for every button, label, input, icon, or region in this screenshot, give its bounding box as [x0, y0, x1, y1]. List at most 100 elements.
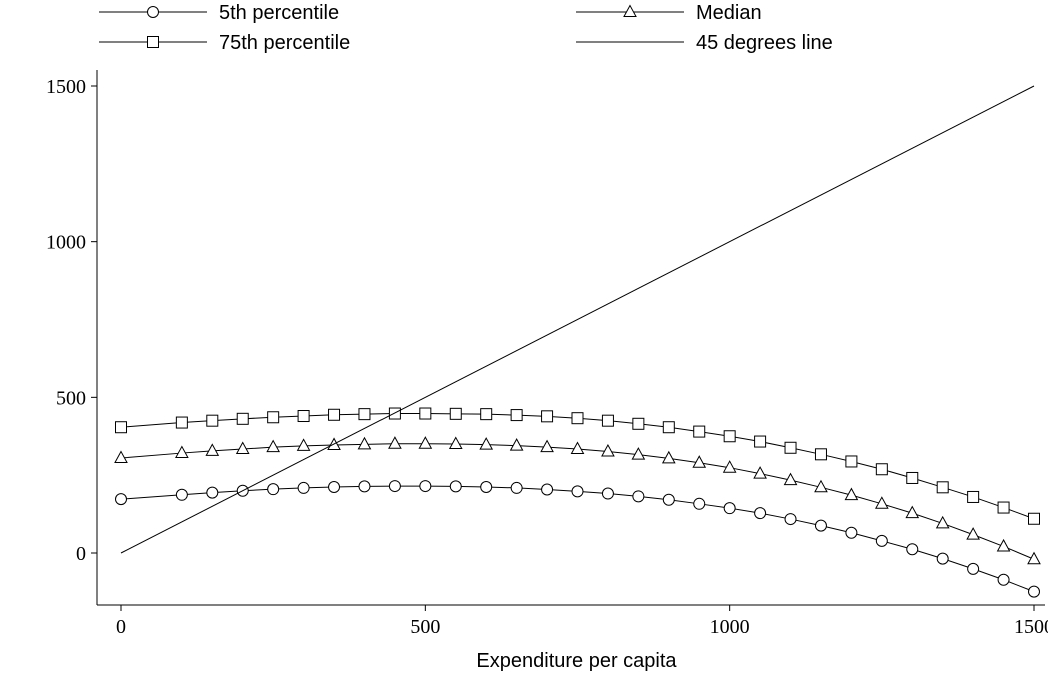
- triangle-marker: [874, 496, 889, 509]
- triangle-marker: [935, 515, 950, 529]
- circle-marker: [662, 493, 675, 506]
- square-marker: [267, 411, 280, 424]
- series-line: [120, 443, 1035, 560]
- triangle-marker: [509, 438, 524, 451]
- square-marker: [1028, 512, 1040, 525]
- legend-label: 75th percentile: [219, 32, 350, 54]
- square-marker: [236, 412, 249, 425]
- circle-marker: [936, 552, 949, 565]
- triangle-marker: [966, 527, 980, 540]
- circle-marker: [967, 562, 980, 575]
- square-marker: [601, 414, 614, 427]
- triangle-marker: [814, 479, 828, 493]
- circle-marker: [115, 493, 127, 506]
- y-tick-label: 500: [56, 387, 86, 409]
- circle-marker: [147, 6, 159, 18]
- triangle-marker: [623, 4, 637, 17]
- plot-area: [114, 85, 1041, 598]
- triangle-marker: [235, 441, 250, 455]
- square-marker: [845, 455, 858, 468]
- triangle-marker: [631, 447, 646, 460]
- circle-marker: [784, 513, 797, 526]
- circle-marker: [328, 480, 341, 493]
- legend-item: 45 degrees line: [576, 32, 833, 54]
- axes: 0 500 1000 1500 0 500 1000 1500 Expenditure pe…: [46, 70, 1048, 672]
- circle-marker: [693, 497, 706, 510]
- series-line: [120, 413, 1035, 520]
- series-45-degrees-line: [120, 85, 1035, 554]
- circle-marker: [906, 543, 919, 556]
- square-marker: [997, 501, 1010, 514]
- square-marker: [754, 435, 767, 448]
- triangle-marker: [479, 437, 494, 450]
- square-marker: [936, 481, 949, 494]
- x-tick-label: 1500: [1014, 616, 1048, 638]
- square-marker: [784, 441, 797, 454]
- y-tick-label: 1000: [46, 232, 86, 254]
- square-marker: [814, 448, 827, 461]
- circle-marker: [845, 526, 858, 539]
- circle-marker: [449, 480, 462, 493]
- circle-marker: [1028, 585, 1040, 598]
- triangle-marker: [540, 439, 554, 453]
- square-marker: [723, 430, 736, 443]
- legend-item: Median: [576, 2, 762, 24]
- triangle-marker: [114, 450, 128, 464]
- x-tick-label: 1000: [710, 616, 750, 638]
- square-marker: [541, 410, 554, 423]
- square-marker: [147, 36, 159, 48]
- y-axis-ticks: 0 500 1000 1500: [46, 76, 97, 565]
- triangle-marker: [753, 466, 767, 479]
- legend-label: 45 degrees line: [696, 32, 833, 54]
- circle-marker: [571, 485, 584, 498]
- circle-marker: [601, 487, 614, 500]
- circle-marker: [997, 573, 1010, 586]
- triangle-marker: [418, 436, 433, 449]
- x-tick-label: 500: [410, 616, 440, 638]
- y-tick-label: 0: [76, 543, 86, 565]
- legend-label: 5th percentile: [219, 2, 339, 24]
- legend-item: 75th percentile: [99, 32, 350, 54]
- circle-marker: [632, 490, 645, 503]
- y-tick-label: 1500: [46, 76, 86, 98]
- triangle-marker: [996, 538, 1011, 552]
- circle-marker: [175, 488, 188, 501]
- square-marker: [875, 463, 888, 476]
- x-axis-title: Expenditure per capita: [476, 650, 677, 672]
- triangle-marker: [783, 472, 798, 486]
- triangle-marker: [844, 487, 859, 501]
- series-5th-percentile: [115, 480, 1040, 598]
- triangle-marker: [905, 505, 920, 519]
- triangle-marker: [661, 450, 676, 464]
- square-marker: [449, 407, 462, 420]
- circle-marker: [480, 480, 493, 493]
- x-tick-label: 0: [116, 616, 126, 638]
- circle-marker: [206, 486, 219, 499]
- square-marker: [358, 408, 371, 421]
- square-marker: [693, 425, 706, 438]
- triangle-marker: [570, 441, 585, 455]
- x-axis-ticks: 0 500 1000 1500: [116, 605, 1048, 638]
- square-marker: [175, 416, 188, 429]
- series-median: [114, 436, 1041, 565]
- square-marker: [967, 490, 980, 503]
- square-marker: [297, 410, 310, 423]
- series-75th-percentile: [115, 407, 1040, 525]
- triangle-marker: [205, 443, 220, 456]
- triangle-marker: [601, 443, 615, 457]
- square-marker: [906, 471, 919, 484]
- square-marker: [419, 407, 432, 420]
- square-marker: [510, 409, 523, 422]
- legend-label: Median: [696, 2, 762, 24]
- legend-item: 5th percentile: [99, 2, 339, 24]
- circle-marker: [419, 480, 432, 493]
- square-marker: [571, 412, 584, 425]
- circle-marker: [541, 483, 554, 496]
- triangle-marker: [692, 455, 707, 468]
- legend: 5th percentile Median 75th percentile 45 de…: [99, 2, 833, 54]
- square-marker: [115, 421, 127, 434]
- triangle-marker: [448, 436, 463, 450]
- circle-marker: [267, 483, 280, 496]
- circle-marker: [814, 519, 827, 532]
